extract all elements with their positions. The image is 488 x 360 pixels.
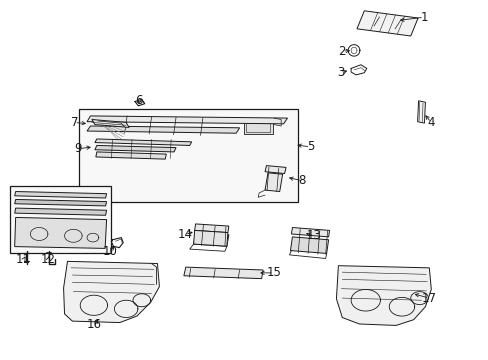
Bar (79, 109, 298, 202)
Text: 17: 17 (421, 292, 436, 305)
Text: 14: 14 (177, 228, 192, 241)
Polygon shape (193, 233, 228, 246)
Polygon shape (264, 173, 282, 192)
Polygon shape (336, 266, 430, 325)
Text: 10: 10 (102, 245, 117, 258)
Text: 13: 13 (306, 229, 321, 242)
Text: 1: 1 (419, 11, 427, 24)
Text: 15: 15 (266, 266, 281, 279)
Polygon shape (63, 261, 159, 323)
Text: 8: 8 (298, 174, 305, 187)
Polygon shape (87, 116, 287, 124)
Polygon shape (95, 139, 191, 145)
Polygon shape (15, 199, 106, 206)
Polygon shape (15, 192, 106, 198)
Polygon shape (290, 237, 328, 253)
Polygon shape (96, 152, 166, 159)
Text: 6: 6 (135, 94, 143, 107)
Text: 3: 3 (337, 66, 345, 79)
Polygon shape (291, 228, 329, 237)
Polygon shape (417, 101, 425, 123)
Bar (245, 123, 270, 132)
Polygon shape (264, 166, 285, 174)
Text: 12: 12 (41, 253, 55, 266)
Text: 2: 2 (338, 45, 346, 58)
Bar (243, 121, 272, 134)
Text: 16: 16 (87, 318, 102, 331)
Text: 11: 11 (16, 253, 31, 266)
Polygon shape (92, 120, 129, 127)
Text: 9: 9 (74, 142, 82, 155)
Bar (10, 186, 111, 253)
Polygon shape (95, 145, 176, 152)
Polygon shape (183, 267, 263, 279)
Polygon shape (15, 208, 106, 215)
Polygon shape (87, 126, 239, 133)
Polygon shape (193, 230, 227, 246)
Polygon shape (15, 217, 106, 248)
Polygon shape (356, 11, 417, 36)
Text: 5: 5 (306, 140, 314, 153)
Text: 4: 4 (427, 116, 434, 129)
Text: 7: 7 (70, 116, 78, 129)
Polygon shape (194, 224, 228, 233)
